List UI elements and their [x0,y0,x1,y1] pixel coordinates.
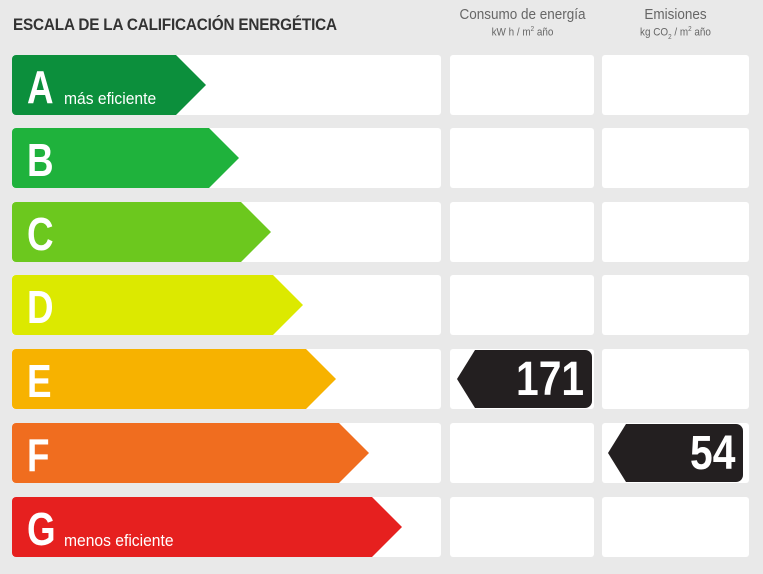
emissions-cell [602,128,749,188]
consumption-cell [450,202,594,262]
rating-letter: A [27,61,54,113]
consumption-title: Consumo de energía [459,6,586,23]
emissions-cell [602,349,749,409]
rating-letter: B [27,134,54,186]
consumption-badge-value: 171 [515,353,584,406]
consumption-header: Consumo de energía kW h / m2 año [450,6,595,39]
rating-letter: C [27,208,54,260]
consumption-cell [450,55,594,115]
consumption-cell [450,275,594,335]
emissions-badge: 54 [608,424,743,482]
consumption-unit: kW h / m2 año [491,26,554,39]
emissions-cell [602,55,749,115]
consumption-cell [450,423,594,483]
consumption-badge: 171 [457,350,592,408]
rating-arrow-c: C [12,202,271,262]
rating-label: más eficiente [64,89,157,108]
rating-letter: E [27,355,52,407]
emissions-badge-value: 54 [689,427,735,480]
emissions-title: Emisiones [644,6,707,23]
emissions-cell [602,497,749,557]
emissions-unit: kg CO2 / m2 año [640,26,711,41]
label-title: ESCALA DE LA CALIFICACIÓN ENERGÉTICA [13,15,337,34]
rating-arrow-e: E [12,349,336,409]
emissions-header: Emisiones kg CO2 / m2 año [602,6,749,41]
consumption-cell [450,128,594,188]
emissions-cell [602,275,749,335]
rating-arrow-f: F [12,423,369,483]
rating-letter: D [27,281,54,333]
rating-label: menos eficiente [64,531,174,550]
emissions-cell [602,202,749,262]
rating-letter: G [27,503,56,555]
rating-letter: F [27,429,50,481]
rating-arrow-d: D [12,275,303,335]
consumption-cell [450,497,594,557]
rating-arrow-b: B [12,128,239,188]
